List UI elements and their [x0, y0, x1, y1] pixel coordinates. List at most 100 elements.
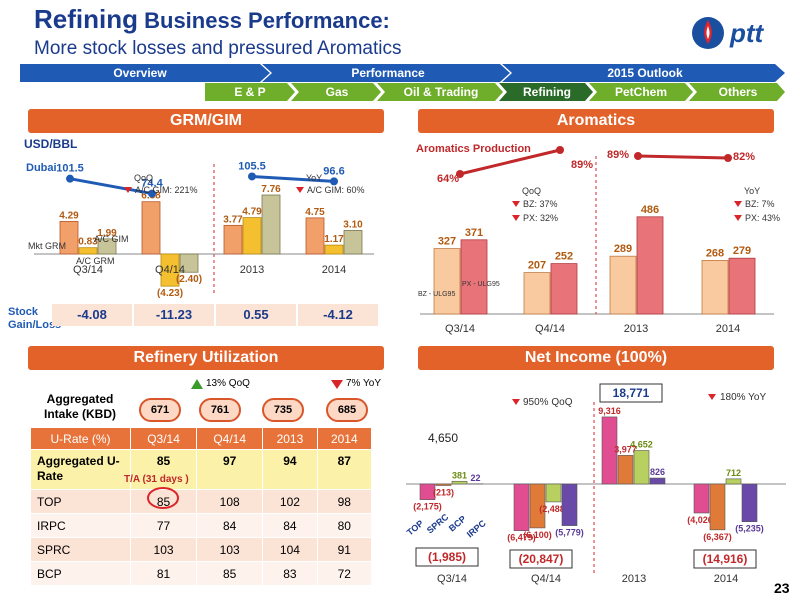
section-net-income: Net Income (100%): [418, 346, 774, 370]
aromatics-bar: [609, 255, 637, 315]
subnav-ep[interactable]: E & P: [234, 85, 266, 99]
net-income-data-label: (5,779): [555, 528, 584, 538]
highlight-circle: [147, 487, 179, 509]
net-income-data-label: (6,100): [523, 530, 552, 540]
subnav-refining[interactable]: Refining: [523, 85, 571, 99]
nav-2015-outlook[interactable]: 2015 Outlook: [607, 66, 683, 80]
net-income-data-label: (6,367): [703, 532, 732, 542]
grm-data-label: 3.10: [343, 219, 363, 230]
net-income-chart: (2,175) (6,479) 9,316 (4,026) (213) (6,100) 3,…: [405, 383, 786, 585]
aromatics-annotation: PX: 43%: [745, 213, 780, 223]
stock-value-2014: -4.12: [298, 304, 378, 326]
table-row: BCP 81 85 83 72: [30, 561, 373, 586]
grm-bar: [97, 238, 117, 255]
page-title: Refining Business Performance:: [34, 4, 390, 35]
net-income-data-label: 826: [650, 467, 665, 477]
ptt-logo: ptt: [690, 8, 790, 58]
stock-value-q3: -4.08: [52, 304, 132, 326]
grm-data-label: (2.40): [176, 274, 202, 285]
net-income-data-label: (5,235): [735, 524, 764, 534]
subnav-gas[interactable]: Gas: [325, 85, 349, 99]
net-income-bar: [529, 483, 546, 529]
aromatics-bar: [460, 239, 488, 315]
intake-pill: 671: [139, 398, 181, 422]
net-income-annotation: 950% QoQ: [523, 397, 573, 408]
net-income-data-label: (2,488): [539, 504, 568, 514]
subnav-petchem[interactable]: PetChem: [614, 85, 667, 99]
table-cell: 108: [196, 489, 264, 514]
row-label: IRPC: [30, 513, 131, 538]
intake-pill: 761: [199, 398, 241, 422]
grm-bar: [59, 220, 79, 255]
dubai-value: 105.5: [238, 160, 266, 172]
nav-performance[interactable]: Performance: [351, 66, 425, 80]
utilization-value: 89%: [571, 159, 593, 171]
net-income-series-label: IRPC: [465, 518, 488, 540]
net-income-total: (1,985): [428, 550, 466, 564]
table-row: SPRC 103 103 104 91: [30, 537, 373, 562]
section-aromatics: Aromatics: [418, 109, 774, 133]
net-income-series-label: SPRC: [425, 511, 451, 535]
aromatics-annotation: PX: 32%: [523, 213, 558, 223]
aromatics-bar: [550, 263, 578, 315]
aromatics-data-label: 252: [555, 251, 573, 263]
legend-px: PX - ULG95: [462, 281, 500, 288]
utilization-point: [724, 154, 732, 162]
aromatics-chart: 327 207 289 268 371 252 486 279 Q3/14 Q4/14 2013 20…: [416, 143, 780, 335]
nav-overview[interactable]: Overview: [113, 66, 167, 80]
dubai-value: 96.6: [323, 165, 344, 177]
page-subtitle: More stock losses and pressured Aromatic…: [34, 38, 402, 59]
title-rest: Business Performance:: [144, 8, 390, 33]
u-rate-table: U-Rate (%) Q3/14 Q4/14 2013 2014 Aggrega…: [30, 427, 373, 586]
intake-qoq: 13% QoQ: [206, 378, 250, 389]
grm-data-label: 3.77: [223, 214, 243, 225]
net-income-bar: [561, 483, 578, 526]
table-cell: 84: [196, 513, 264, 538]
table-row: IRPC 77 84 84 80: [30, 513, 373, 538]
grm-bar: [160, 253, 180, 287]
table-cell: 102: [262, 489, 318, 514]
page-number: 23: [774, 580, 790, 596]
grm-bar: [179, 253, 199, 273]
grm-annotation: QoQ: [134, 173, 153, 183]
down-arrow-icon: [734, 215, 742, 221]
grm-data-label: (4.23): [157, 288, 183, 299]
utilization-point: [634, 152, 642, 160]
net-income-total-box: [509, 549, 573, 569]
net-income-data-label: 4,652: [630, 440, 653, 450]
grm-ylabel: USD/BBL: [24, 137, 78, 151]
net-income-total: 18,771: [613, 386, 650, 400]
grm-tick-label: 2014: [322, 264, 346, 276]
aromatics-data-label: 207: [528, 260, 546, 272]
subnav-oil-trading[interactable]: Oil & Trading: [403, 85, 479, 99]
table-cell: 85: [129, 449, 198, 490]
dubai-label: Dubai: [26, 162, 57, 174]
grm-data-label: 1.99: [97, 228, 117, 239]
net-income-tick-label: 2014: [714, 573, 738, 585]
net-income-total: (20,847): [519, 552, 564, 566]
net-income-series-label: TOP: [405, 518, 425, 537]
svg-text:ptt: ptt: [729, 18, 765, 48]
aromatics-tick-label: Q3/14: [445, 323, 475, 335]
table-cell: 85: [129, 489, 198, 514]
table-cell: 85: [196, 561, 264, 586]
grm-data-label: 1.17: [324, 234, 344, 245]
table-cell: 97: [196, 449, 264, 490]
row-label: BCP: [30, 561, 131, 586]
subnav-others[interactable]: Others: [718, 85, 758, 99]
aromatics-bar: [523, 272, 551, 315]
grm-data-label: 4.29: [59, 210, 79, 221]
table-cell: 84: [262, 513, 318, 538]
dubai-value: 74.4: [141, 178, 163, 190]
utilization-value: 64%: [437, 173, 459, 185]
grm-bar: [78, 247, 98, 255]
aromatics-annotation: BZ: 37%: [523, 199, 558, 209]
dubai-value: 101.5: [56, 163, 84, 175]
table-header: U-Rate (%): [30, 427, 131, 450]
stock-value-q4: -11.23: [134, 304, 214, 326]
grm-bar: [223, 224, 243, 255]
net-income-data-label: 9,316: [598, 406, 621, 416]
down-arrow-icon: [296, 187, 304, 193]
table-cell: 94: [262, 449, 318, 490]
grm-bar: [343, 230, 363, 255]
